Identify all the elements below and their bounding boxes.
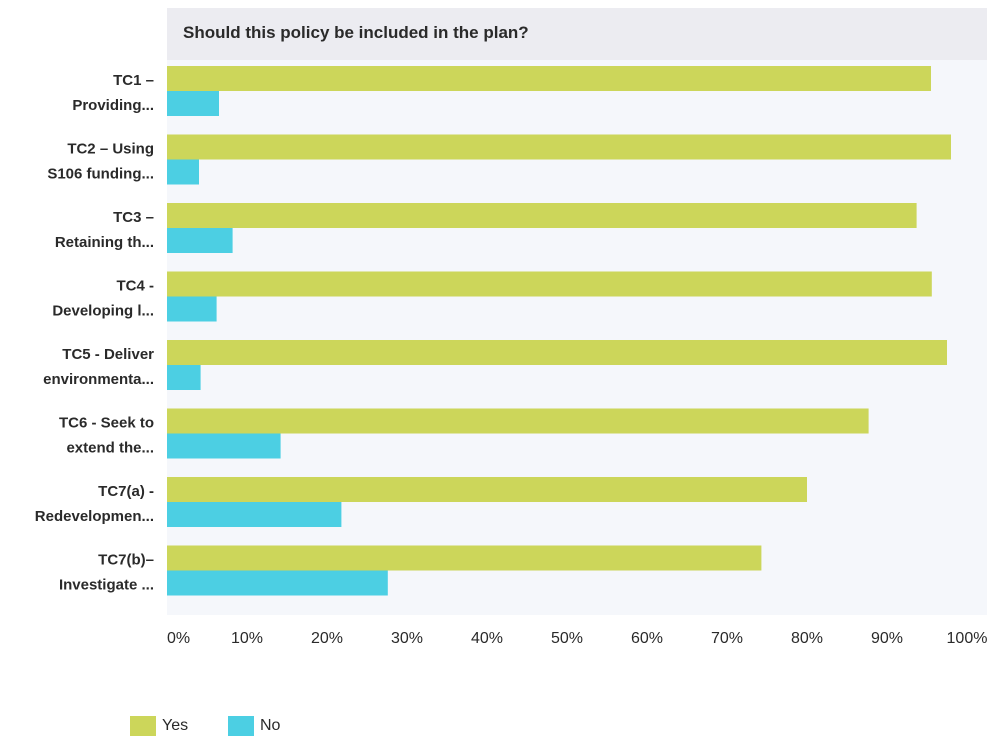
- category-label-5-line-0: TC6 - Seek to: [59, 415, 154, 432]
- x-tick-label-5: 50%: [551, 630, 583, 647]
- bar-yes-7: [167, 545, 762, 571]
- x-tick-label-1: 10%: [231, 630, 263, 647]
- category-label-7-line-1: Investigate ...: [59, 577, 154, 594]
- bar-yes-4: [167, 340, 947, 365]
- legend-label-yes: Yes: [162, 717, 188, 734]
- legend: Yes No: [130, 716, 281, 736]
- bar-yes-0: [167, 66, 931, 91]
- category-label-1-line-1: S106 funding...: [47, 166, 154, 183]
- category-label-7-line-0: TC7(b)–: [98, 552, 154, 569]
- x-tick-label-10: 100%: [947, 630, 987, 647]
- x-tick-label-6: 60%: [631, 630, 663, 647]
- chart-title: Should this policy be included in the pl…: [183, 23, 529, 42]
- x-tick-label-3: 30%: [391, 630, 423, 647]
- category-label-3-line-1: Developing l...: [52, 303, 154, 320]
- bar-no-0: [167, 91, 219, 116]
- bar-yes-5: [167, 408, 869, 434]
- category-label-4-line-0: TC5 - Deliver: [62, 346, 154, 363]
- category-label-5-line-1: extend the...: [66, 440, 154, 457]
- x-tick-label-0: 0%: [167, 630, 190, 647]
- x-axis-ticks: 0% 10% 20% 30% 40% 50% 60% 70% 80% 90% 100%: [167, 630, 987, 647]
- category-label-3-line-0: TC4 -: [117, 278, 155, 295]
- title-band: [167, 8, 987, 60]
- category-labels: TC1 – Providing... TC2 – Using S106 funding…: [35, 72, 154, 594]
- category-label-1-line-0: TC2 – Using: [67, 141, 154, 158]
- bar-yes-6: [167, 477, 807, 502]
- category-label-0-line-1: Providing...: [72, 97, 154, 114]
- category-label-6-line-0: TC7(a) -: [98, 483, 154, 500]
- bar-no-5: [167, 433, 281, 459]
- bars-group: [167, 66, 951, 596]
- x-tick-label-4: 40%: [471, 630, 503, 647]
- category-label-4-line-1: environmenta...: [43, 371, 154, 388]
- legend-swatch-no: [228, 716, 254, 736]
- x-tick-label-2: 20%: [311, 630, 343, 647]
- bar-no-1: [167, 159, 199, 185]
- bar-no-7: [167, 570, 388, 596]
- category-label-2-line-1: Retaining th...: [55, 234, 154, 251]
- bar-yes-2: [167, 203, 917, 228]
- legend-swatch-yes: [130, 716, 156, 736]
- legend-label-no: No: [260, 717, 281, 734]
- bar-no-4: [167, 365, 201, 390]
- x-tick-label-9: 90%: [871, 630, 903, 647]
- category-label-2-line-0: TC3 –: [113, 209, 154, 226]
- x-tick-label-8: 80%: [791, 630, 823, 647]
- bar-no-3: [167, 296, 217, 322]
- category-label-6-line-1: Redevelopmen...: [35, 508, 154, 525]
- bar-yes-3: [167, 271, 932, 297]
- bar-no-6: [167, 502, 342, 527]
- bar-no-2: [167, 228, 233, 253]
- x-tick-label-7: 70%: [711, 630, 743, 647]
- category-label-0-line-0: TC1 –: [113, 72, 154, 89]
- bar-yes-1: [167, 134, 951, 160]
